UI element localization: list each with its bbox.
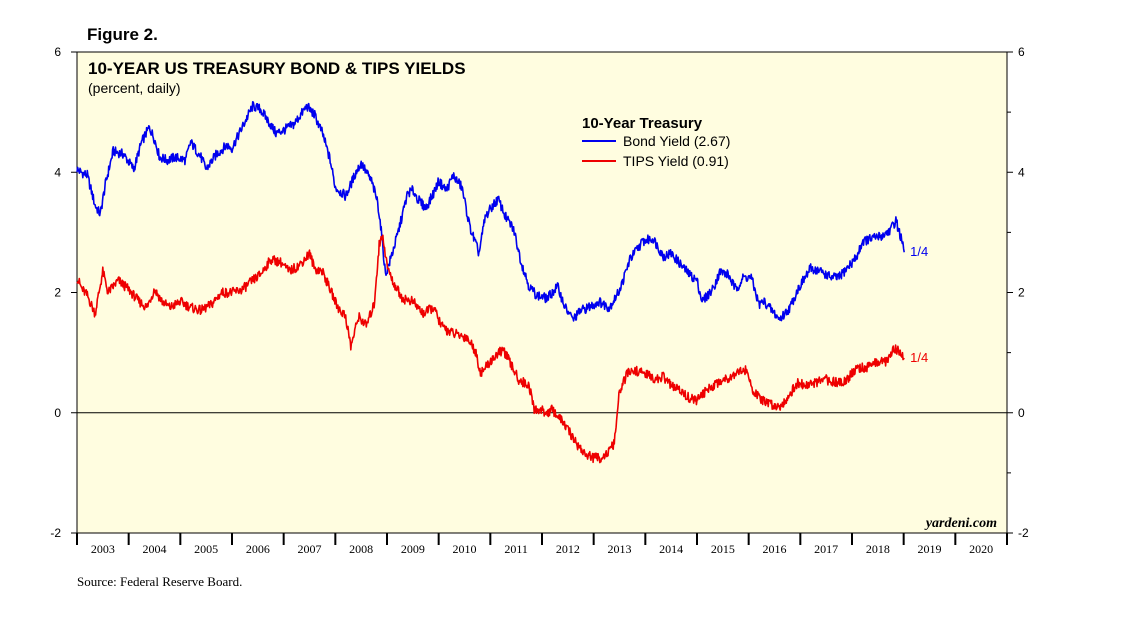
bond-end-label: 1/4 [910, 244, 928, 259]
x-tick-label: 2020 [969, 542, 993, 556]
y-tick-label-left: 6 [54, 45, 61, 59]
y-tick-label-right: -2 [1018, 526, 1029, 540]
plot-area [76, 51, 1008, 534]
x-tick-label: 2012 [556, 542, 580, 556]
x-tick-label: 2016 [763, 542, 787, 556]
y-axis-left: -2 0 2 4 6 [50, 45, 77, 540]
x-tick-label: 2009 [401, 542, 425, 556]
bond-yield-line [76, 101, 905, 322]
source-note: Source: Federal Reserve Board. [77, 574, 242, 589]
y-tick-label-right: 2 [1018, 286, 1025, 300]
y-axis-right: -2 0 2 4 6 [1007, 45, 1029, 540]
y-tick-label-right: 6 [1018, 45, 1025, 59]
y-tick-label-left: 0 [54, 406, 61, 420]
legend: 10-Year Treasury Bond Yield (2.67) TIPS … [582, 115, 730, 169]
x-tick-label: 2008 [349, 542, 373, 556]
x-tick-label: 2004 [143, 542, 167, 556]
tips-end-label: 1/4 [910, 350, 928, 365]
x-tick-label: 2011 [504, 542, 528, 556]
x-tick-label: 2013 [608, 542, 632, 556]
y-tick-label-left: 2 [54, 286, 61, 300]
x-tick-label: 2006 [246, 542, 270, 556]
figure-label: Figure 2. [87, 25, 158, 44]
x-tick-label: 2010 [453, 542, 477, 556]
x-tick-label: 2017 [814, 542, 838, 556]
y-tick-label-right: 4 [1018, 165, 1025, 179]
legend-bond-label: Bond Yield (2.67) [623, 133, 730, 149]
x-tick-label: 2019 [918, 542, 942, 556]
x-tick-label: 2007 [298, 542, 322, 556]
x-tick-label: 2014 [659, 542, 683, 556]
x-tick-label: 2005 [194, 542, 218, 556]
y-tick-label-left: 4 [54, 165, 61, 179]
watermark: yardeni.com [924, 516, 997, 531]
chart-title: 10-YEAR US TREASURY BOND & TIPS YIELDS [88, 59, 466, 78]
legend-title: 10-Year Treasury [582, 115, 703, 132]
x-tick-label: 2003 [91, 542, 115, 556]
y-tick-label-left: -2 [50, 526, 61, 540]
y-tick-label-right: 0 [1018, 406, 1025, 420]
x-tick-label: 2018 [866, 542, 890, 556]
tips-yield-line [76, 234, 905, 464]
legend-tips-label: TIPS Yield (0.91) [623, 153, 729, 169]
chart-subtitle: (percent, daily) [88, 80, 181, 96]
x-axis: 2003 2004 2005 2006 2007 2008 2009 2010 2011 2012… [76, 533, 1008, 556]
x-tick-label: 2015 [711, 542, 735, 556]
